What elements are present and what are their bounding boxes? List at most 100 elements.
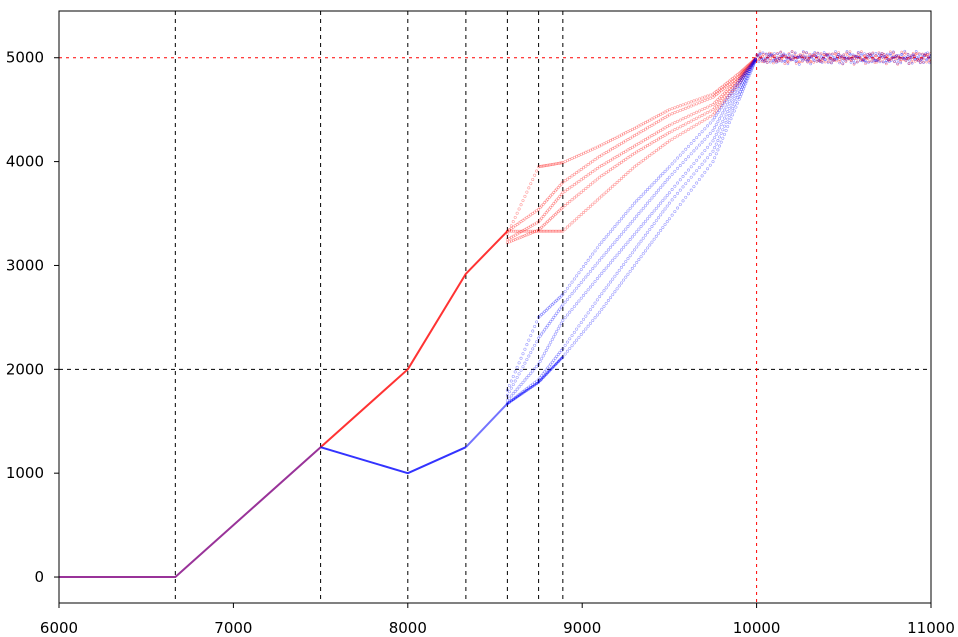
plateau-point: [790, 50, 794, 53]
plateau-point: [891, 56, 894, 59]
scatter-point: [740, 90, 744, 93]
scatter-point: [517, 229, 521, 233]
plateau-point: [923, 53, 927, 56]
plateau-point: [902, 58, 906, 61]
x-tick-label: 7000: [214, 619, 252, 637]
scatter-point: [695, 110, 699, 114]
scatter-point: [550, 366, 554, 370]
scatter-point: [527, 214, 531, 218]
plateau-point: [801, 54, 805, 57]
scatter-point: [681, 161, 685, 165]
plateau-point: [812, 59, 816, 62]
plateau-point: [807, 57, 810, 61]
scatter-point: [572, 183, 576, 187]
scatter-point: [626, 272, 630, 276]
scatter-point: [505, 241, 509, 245]
scatter-point: [663, 115, 667, 119]
plateau-point: [874, 54, 878, 58]
plateau-point: [913, 59, 917, 63]
scatter-point: [667, 191, 671, 195]
scatter-point: [650, 141, 654, 145]
scatter-point: [652, 222, 656, 226]
scatter-point: [533, 367, 537, 371]
plateau-point: [902, 56, 905, 60]
plateau-point: [804, 58, 807, 62]
scatter-point: [646, 144, 650, 147]
scatter-point: [736, 73, 740, 77]
plateau-point: [770, 52, 773, 55]
plateau-point: [824, 54, 828, 58]
scatter-point: [615, 163, 619, 167]
scatter-point: [591, 170, 595, 174]
scatter-point: [547, 207, 551, 211]
plateau-point: [769, 57, 773, 61]
plateau-point: [768, 59, 772, 62]
scatter-point: [575, 154, 579, 158]
scatter-point: [654, 178, 658, 182]
plateau-point: [832, 58, 836, 61]
scatter-point: [509, 399, 513, 403]
plateau-point: [772, 61, 775, 65]
plateau-point: [806, 60, 810, 64]
scatter-point: [732, 75, 736, 79]
scatter-point: [550, 229, 554, 233]
plateau-point: [847, 56, 850, 60]
plateau-point: [769, 53, 773, 56]
scatter-point: [544, 308, 548, 312]
plateau-point: [825, 53, 828, 57]
scatter-point: [540, 164, 544, 168]
scatter-point: [619, 248, 623, 252]
series-line-3: [320, 446, 467, 475]
plateau-point: [904, 59, 908, 63]
plateau-point: [855, 54, 858, 58]
scatter-point: [750, 60, 754, 64]
scatter-point: [505, 402, 509, 406]
scatter-point: [523, 347, 527, 351]
scatter-point: [525, 190, 529, 194]
plateau-point: [775, 61, 778, 64]
scatter-point: [648, 142, 652, 146]
plateau-point: [764, 52, 768, 56]
scatter-point: [511, 383, 515, 387]
scatter-point: [747, 63, 751, 67]
scatter-point: [749, 63, 753, 67]
plateau-point: [929, 55, 931, 59]
scatter-point: [665, 220, 669, 224]
scatter-point: [563, 316, 567, 320]
plateau-point: [843, 57, 847, 61]
scatter-point: [737, 71, 741, 75]
scatter-point: [600, 164, 604, 167]
scatter-point: [533, 381, 537, 385]
plateau-point: [755, 54, 758, 57]
scatter-point: [517, 385, 521, 389]
scatter-point: [538, 359, 542, 363]
plateau-point: [857, 55, 861, 59]
scatter-point: [661, 172, 665, 176]
scatter-point: [692, 124, 696, 128]
scatter-point: [507, 400, 511, 404]
scatter-point: [751, 59, 755, 63]
scatter-point: [556, 309, 560, 313]
scatter-point: [555, 354, 559, 358]
plateau-point: [879, 54, 883, 57]
scatter-point: [531, 223, 535, 227]
plateau-point: [922, 54, 926, 57]
scatter-point: [529, 334, 533, 338]
plateau-point: [853, 57, 857, 61]
plateau-point: [797, 63, 801, 66]
scatter-point: [738, 80, 742, 84]
plateau-point: [815, 59, 819, 63]
plateau-point: [921, 56, 925, 59]
scatter-point: [558, 194, 562, 198]
scatter-point: [748, 65, 752, 69]
scatter-point: [541, 164, 545, 168]
plateau-point: [842, 56, 846, 59]
scatter-point: [628, 169, 632, 173]
plateau-point: [828, 56, 832, 59]
scatter-point: [553, 189, 557, 193]
scatter-point: [752, 59, 756, 63]
plateau-point: [832, 58, 836, 61]
scatter-point: [606, 140, 610, 144]
scatter-point: [748, 69, 752, 73]
plateau-point: [833, 56, 837, 60]
